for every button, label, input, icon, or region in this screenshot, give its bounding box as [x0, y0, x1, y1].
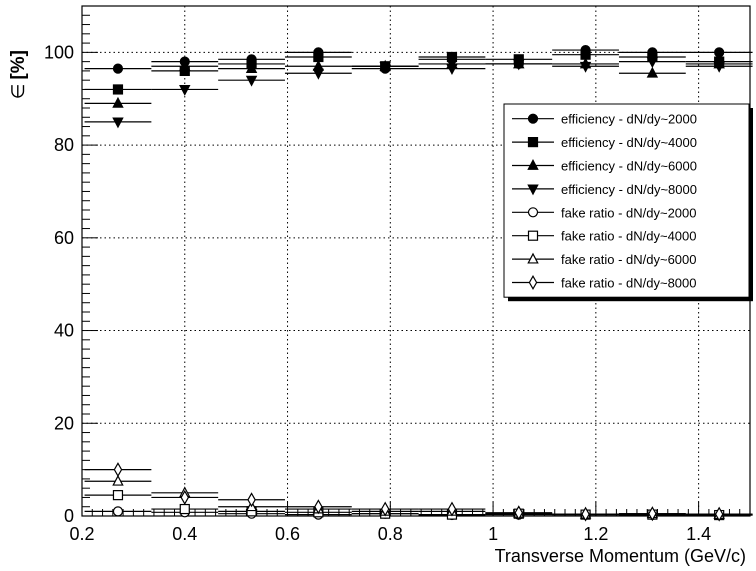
legend-marker: [527, 113, 539, 124]
data-point: [446, 64, 458, 76]
series-8: [84, 462, 753, 522]
data-point: [112, 490, 124, 501]
legend-label: fake ratio - dN/dy~8000: [561, 276, 697, 291]
data-point: [648, 506, 657, 522]
data-point: [646, 57, 659, 69]
data-point: [180, 489, 190, 505]
y-tick-label: 60: [54, 228, 74, 248]
data-point: [179, 503, 190, 515]
legend-marker: [527, 184, 539, 196]
legend-marker: [527, 207, 539, 218]
legend: efficiency - dN/dy~2000 efficiency - dN/d…: [503, 103, 753, 302]
y-axis-symbol: ∈: [8, 84, 28, 100]
data-point: [380, 501, 390, 517]
series-4: [84, 57, 753, 129]
data-point: [245, 75, 258, 87]
legend-label: fake ratio - dN/dy~6000: [561, 252, 697, 267]
x-tick-label: 1: [488, 524, 498, 544]
data-point: [112, 96, 124, 108]
legend-entry: fake ratio - dN/dy~4000: [512, 229, 697, 244]
data-points: [84, 44, 753, 522]
legend-entry: fake ratio - dN/dy~8000: [512, 274, 697, 291]
x-tick-label: 0.2: [69, 524, 94, 544]
data-point: [112, 63, 124, 74]
legend-label: fake ratio - dN/dy~4000: [561, 229, 697, 244]
data-point: [312, 68, 325, 80]
data-point: [714, 47, 725, 58]
legend-marker: [527, 137, 539, 148]
y-tick-label: 0: [64, 506, 74, 526]
legend-label: efficiency - dN/dy~8000: [561, 182, 697, 197]
y-tick-label: 100: [44, 42, 74, 62]
data-point: [713, 61, 725, 73]
data-point: [513, 59, 525, 71]
legend-entry: efficiency - dN/dy~2000: [512, 112, 697, 127]
legend-entry: fake ratio - dN/dy~2000: [512, 205, 697, 220]
legend-marker: [527, 230, 539, 241]
x-tick-label: 1.4: [686, 524, 711, 544]
x-tick-label: 0.6: [275, 524, 300, 544]
legend-entry: efficiency - dN/dy~4000: [512, 135, 697, 150]
legend-box: [503, 103, 750, 298]
data-point: [112, 506, 124, 517]
x-tick-label: 0.8: [378, 524, 403, 544]
legend-entry: efficiency - dN/dy~6000: [512, 159, 697, 174]
data-point: [112, 84, 124, 95]
data-point: [579, 61, 592, 73]
legend-label: fake ratio - dN/dy~2000: [561, 205, 697, 220]
y-axis-unit: [%]: [8, 50, 29, 80]
x-tick-label: 0.4: [172, 524, 197, 544]
data-point: [179, 85, 191, 96]
legend-entry: efficiency - dN/dy~8000: [512, 182, 697, 197]
data-point: [646, 66, 659, 78]
x-tick-label: 1.2: [583, 524, 608, 544]
legend-label: efficiency - dN/dy~6000: [561, 159, 697, 174]
legend-marker: [528, 274, 538, 291]
data-point: [112, 117, 124, 129]
legend-label: efficiency - dN/dy~2000: [561, 112, 697, 127]
y-axis-title: ∈ [%]: [8, 50, 29, 99]
y-tick-label: 40: [54, 321, 74, 341]
data-point: [514, 505, 524, 521]
y-tick-label: 20: [54, 413, 74, 433]
y-axis-title-group: ∈ [%]: [8, 50, 29, 99]
legend-entry: fake ratio - dN/dy~6000: [512, 252, 697, 267]
legend-label: efficiency - dN/dy~4000: [561, 135, 697, 150]
data-point: [581, 506, 590, 522]
data-point: [112, 474, 124, 486]
data-point: [314, 499, 323, 515]
data-point: [247, 492, 256, 508]
y-tick-label: 80: [54, 135, 74, 155]
data-point: [113, 462, 123, 478]
data-point: [447, 501, 457, 517]
data-point: [179, 59, 191, 71]
legend-marker: [527, 159, 539, 170]
legend-marker: [527, 252, 539, 264]
x-axis-title: Transverse Momentum (GeV/c): [495, 546, 746, 566]
grid: [82, 6, 750, 516]
data-point: [379, 61, 391, 73]
data-point: [245, 62, 258, 74]
data-point: [714, 506, 724, 522]
